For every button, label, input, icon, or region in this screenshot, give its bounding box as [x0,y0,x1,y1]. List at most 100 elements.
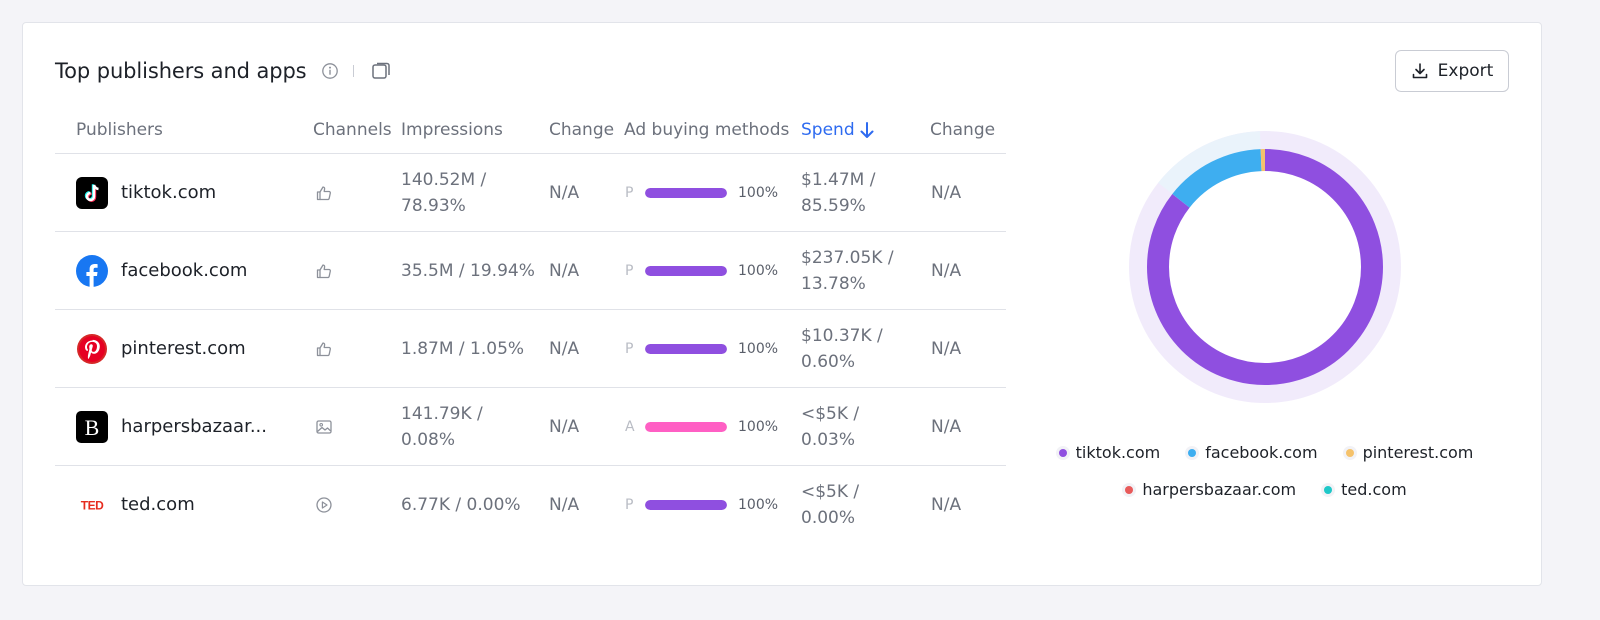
legend-item[interactable]: tiktok.com [1058,443,1161,462]
col-spend-label: Spend [801,120,855,140]
thumbs-up-icon [315,262,333,280]
impressions-change: N/A [549,494,580,515]
ad-buying-method-bar-fill [645,499,727,510]
ad-buying-method-bar [645,343,727,354]
donut-outer-ring [1129,131,1401,403]
image-icon [315,418,333,436]
ad-buying-method-letter: A [625,418,635,435]
chart-legend: tiktok.com facebook.com pinterest.com harp… [1033,443,1499,517]
spend-donut-chart [1129,131,1401,403]
spend-change: N/A [931,416,962,437]
spend-value: <$5K / 0.03% [801,403,860,450]
table-row[interactable]: facebook.com 35.5M / 19.94% N/A P 100% $237.0… [55,232,1006,310]
arrow-down-icon [860,122,874,138]
ad-buying-method-percent: 100% [738,418,779,435]
ad-buying-method-letter: P [625,184,634,201]
ad-buying-method-bar [645,499,727,510]
ad-buying-method-bar [645,265,727,276]
impressions-change: N/A [549,338,580,359]
impressions-change: N/A [549,182,580,203]
svg-text:B: B [85,415,100,440]
spend-change: N/A [931,182,962,203]
ad-buying-method: P 100% [625,258,778,284]
copy-icon[interactable] [370,60,392,82]
table-row[interactable]: tiktok.com 140.52M / 78.93% N/A P 100% $1.47M… [55,154,1006,232]
ad-buying-method-letter: P [625,496,634,513]
export-label: Export [1437,61,1494,81]
spend-value: <$5K / 0.00% [801,481,860,528]
publisher-cell[interactable]: facebook.com [76,254,248,287]
publisher-name[interactable]: tiktok.com [121,181,217,203]
legend-dot [1324,485,1333,494]
spend-value: $1.47M / 85.59% [801,169,876,216]
info-icon[interactable] [321,62,339,80]
col-ad-buying-methods[interactable]: Ad buying methods [624,120,790,140]
publisher-cell[interactable]: tiktok.com [76,176,217,209]
ad-buying-method-percent: 100% [738,262,779,279]
ad-buying-method-percent: 100% [738,340,779,357]
ad-buying-method: P 100% [625,336,778,362]
spend-value: $237.05K / 13.78% [801,247,894,294]
impressions-value: 6.77K / 0.00% [401,494,521,515]
legend-label: ted.com [1341,480,1407,499]
publisher-name[interactable]: ted.com [121,493,195,515]
ad-buying-method-bar [645,187,727,198]
spend-change: N/A [931,494,962,515]
donut-segment-pinterest-com[interactable] [1147,149,1383,385]
table-row[interactable]: pinterest.com 1.87M / 1.05% N/A P 100% $10.37… [55,310,1006,388]
export-button[interactable]: Export [1395,50,1509,92]
svg-text:TED: TED [81,498,104,512]
publisher-name[interactable]: harpersbazaar... [121,415,267,437]
impressions-value: 1.87M / 1.05% [401,338,525,359]
ad-buying-method-bar-fill [645,187,727,198]
legend-item[interactable]: facebook.com [1188,443,1318,462]
legend-label: facebook.com [1205,443,1318,462]
legend-label: pinterest.com [1362,443,1474,462]
impressions-change: N/A [549,260,580,281]
ted-logo-icon: TED [76,489,108,521]
publisher-cell[interactable]: TED ted.com [76,489,195,521]
col-spend[interactable]: Spend [801,120,916,140]
play-circle-icon [315,496,333,514]
publishers-table: Publishers Channels Impressions Change A… [55,111,1006,543]
ad-buying-method: P 100% [625,492,778,518]
col-impressions[interactable]: Impressions [401,120,503,140]
legend-item[interactable]: pinterest.com [1345,443,1474,462]
col-change-2[interactable]: Change [930,120,996,140]
table-row[interactable]: TED ted.com 6.77K / 0.00% N/A P 100% <$5K / 0.… [55,466,1006,543]
publisher-cell[interactable]: pinterest.com [76,333,246,365]
col-publishers[interactable]: Publishers [76,120,163,140]
ad-buying-method-percent: 100% [738,184,779,201]
ad-buying-method-bar-fill [645,343,727,354]
col-channels[interactable]: Channels [313,120,392,140]
legend-item[interactable]: ted.com [1324,480,1407,499]
table-header: Publishers Channels Impressions Change A… [55,111,1006,154]
card-title: Top publishers and apps [55,59,307,83]
ad-buying-method: A 100% [625,414,778,440]
ad-buying-method-percent: 100% [738,496,779,513]
impressions-value: 140.52M / 78.93% [401,169,487,216]
publisher-name[interactable]: pinterest.com [121,337,246,359]
ad-buying-method-bar-fill [645,265,727,276]
legend-item[interactable]: harpersbazaar.com [1125,480,1296,499]
impressions-value: 141.79K / 0.08% [401,403,483,450]
publisher-name[interactable]: facebook.com [121,259,248,281]
header-divider [352,65,354,77]
legend-dot [1188,448,1197,457]
legend-label: harpersbazaar.com [1142,480,1297,499]
legend-dot [1125,485,1134,494]
thumbs-up-icon [315,184,333,202]
spend-value: $10.37K / 0.60% [801,325,883,372]
top-publishers-card: Top publishers and apps Export Publisher… [22,22,1542,586]
thumbs-up-icon [315,340,333,358]
legend-label: tiktok.com [1075,443,1161,462]
ad-buying-method-bar [645,421,727,432]
legend-dot [1345,448,1354,457]
tiktok-logo-icon [76,176,108,209]
pinterest-logo-icon [76,333,108,365]
col-change[interactable]: Change [549,120,615,140]
impressions-change: N/A [549,416,580,437]
ad-buying-method-letter: P [625,340,634,357]
